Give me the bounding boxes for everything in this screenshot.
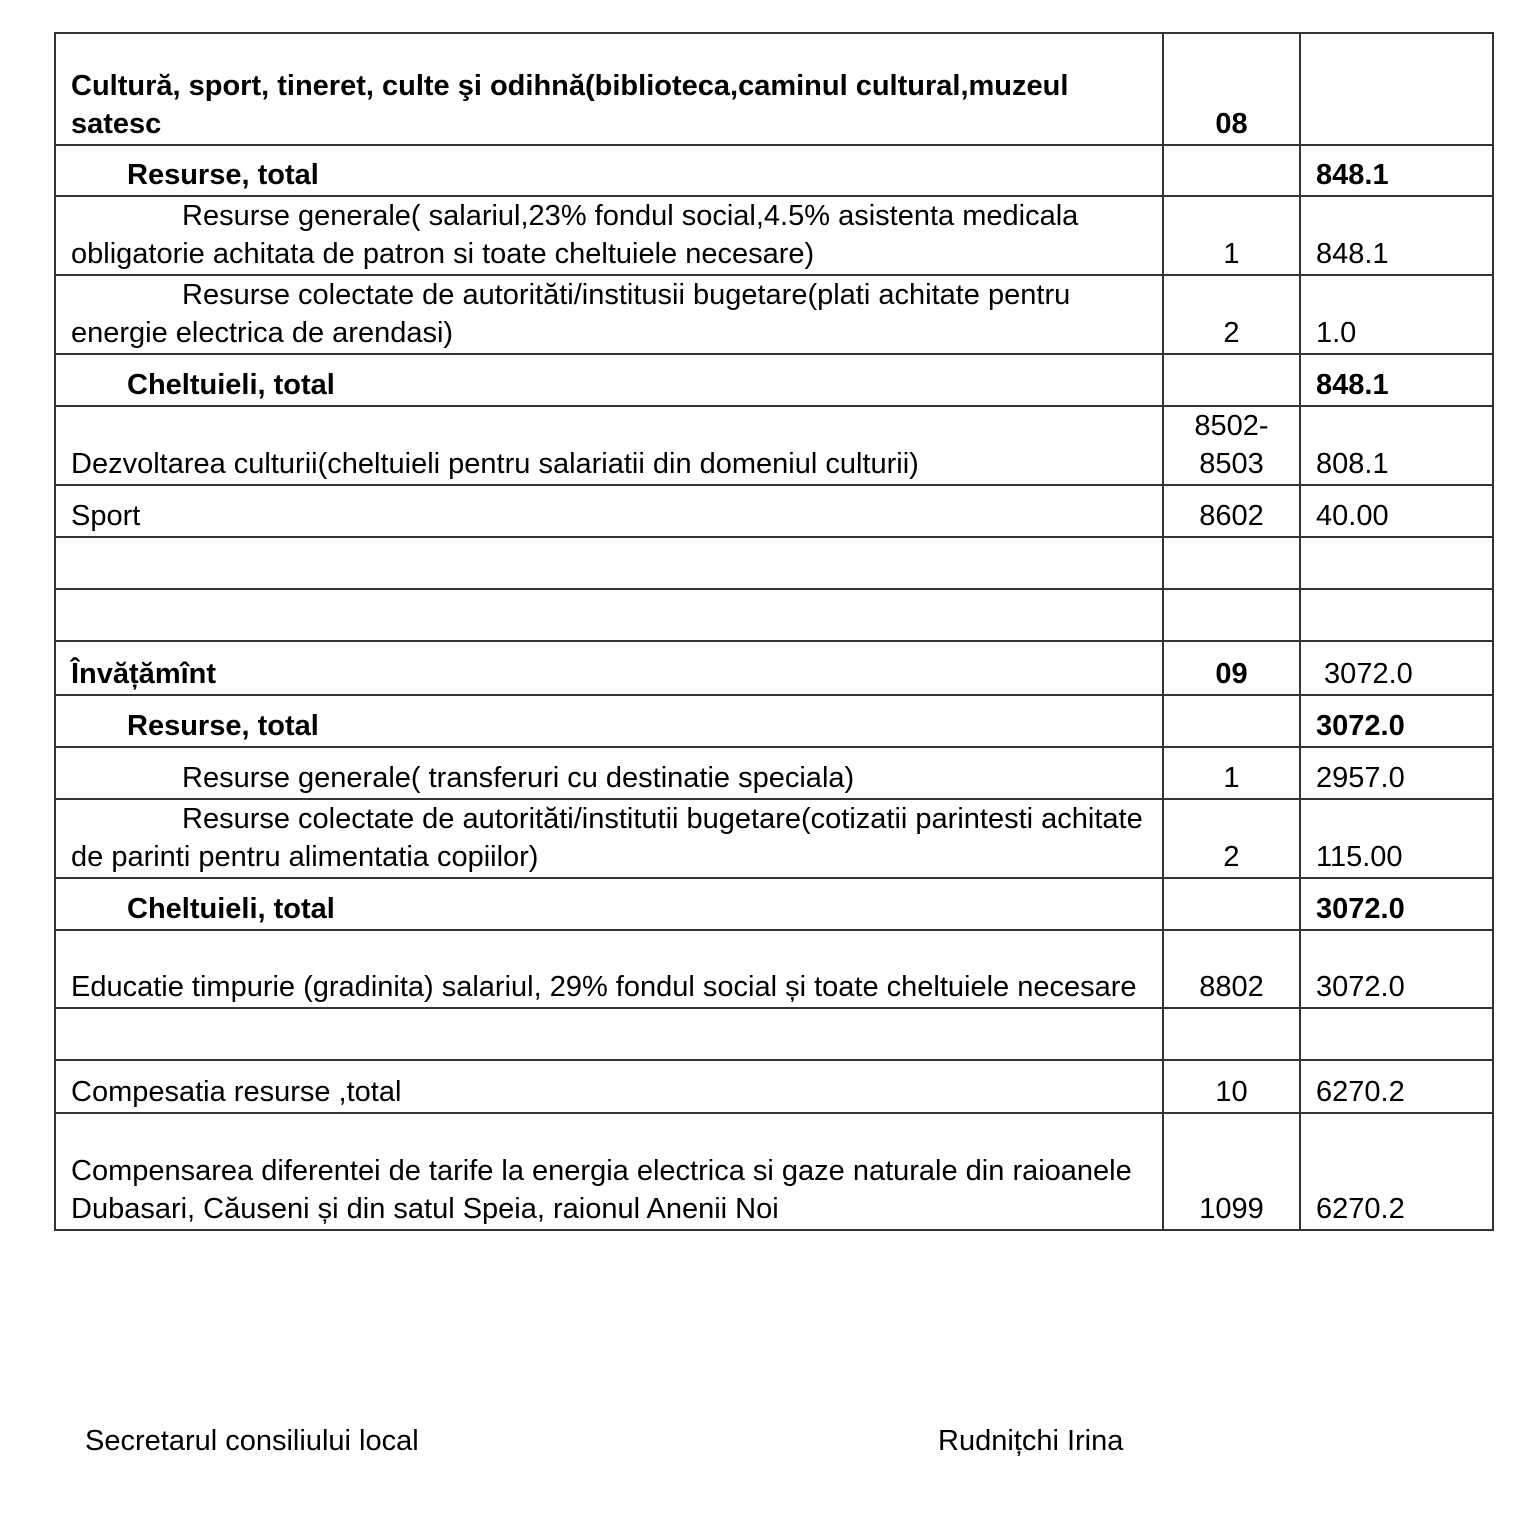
row-code: [1162, 694, 1301, 748]
row-value: [1299, 32, 1494, 146]
row-label: Învățămînt: [54, 640, 1164, 696]
row-value: 848.1: [1299, 195, 1494, 276]
table-row: Resurse colectate de autorităti/institut…: [54, 798, 1494, 879]
row-code: 1099: [1162, 1112, 1301, 1231]
row-value: [1299, 536, 1494, 590]
row-label: Cheltuieli, total: [54, 353, 1164, 407]
row-label: Resurse, total: [54, 694, 1164, 748]
row-code: [1162, 877, 1301, 931]
row-code: 2: [1162, 274, 1301, 355]
table-row: Compesatia resurse ,total 10 6270.2: [54, 1059, 1494, 1114]
row-code: 10: [1162, 1059, 1301, 1114]
table-row: Învățămînt 09 3072.0: [54, 640, 1494, 696]
table-row: Resurse colectate de autorităti/institus…: [54, 274, 1494, 355]
row-label: Resurse, total: [54, 144, 1164, 197]
table-row: Educatie timpurie (gradinita) salariul, …: [54, 929, 1494, 1009]
row-code: [1162, 353, 1301, 407]
row-label: Cheltuieli, total: [54, 877, 1164, 931]
row-label: Resurse generale( salariul,23% fondul so…: [54, 195, 1164, 276]
table-row: Resurse generale( transferuri cu destina…: [54, 746, 1494, 800]
row-value: 6270.2: [1299, 1059, 1494, 1114]
table-row: [54, 588, 1494, 642]
row-label: Cultură, sport, tineret, culte şi odihnă…: [54, 32, 1164, 146]
row-label: Sport: [54, 484, 1164, 538]
table-row: Sport 8602 40.00: [54, 484, 1494, 538]
row-code: 8802: [1162, 929, 1301, 1009]
row-label: Resurse colectate de autorităti/institut…: [54, 798, 1164, 879]
row-value: [1299, 588, 1494, 642]
row-code: [1162, 536, 1301, 590]
row-label: Compensarea diferentei de tarife la ener…: [54, 1112, 1164, 1231]
row-value: 3072.0: [1299, 694, 1494, 748]
row-label: Dezvoltarea culturii(cheltuieli pentru s…: [54, 405, 1164, 486]
table-row: Compensarea diferentei de tarife la ener…: [54, 1112, 1494, 1231]
table-row: Cultură, sport, tineret, culte şi odihnă…: [54, 32, 1494, 146]
row-code: 2: [1162, 798, 1301, 879]
row-value: 40.00: [1299, 484, 1494, 538]
table-row: [54, 536, 1494, 590]
signature-name: Rudnițchi Irina: [938, 1425, 1124, 1457]
row-label: Resurse colectate de autorităti/institus…: [54, 274, 1164, 355]
row-value: 848.1: [1299, 353, 1494, 407]
row-value: 848.1: [1299, 144, 1494, 197]
row-label: [54, 1007, 1164, 1061]
row-code: [1162, 1007, 1301, 1061]
row-code: [1162, 588, 1301, 642]
row-code: [1162, 144, 1301, 197]
budget-table-body: Cultură, sport, tineret, culte şi odihnă…: [54, 32, 1494, 1231]
row-code: 09: [1162, 640, 1301, 696]
signature-role: Secretarul consiliului local: [85, 1425, 419, 1457]
row-code: 8602: [1162, 484, 1301, 538]
row-value: 3072.0: [1299, 929, 1494, 1009]
row-value: 115.00: [1299, 798, 1494, 879]
table-row: Dezvoltarea culturii(cheltuieli pentru s…: [54, 405, 1494, 486]
row-label: Compesatia resurse ,total: [54, 1059, 1164, 1114]
budget-table: Cultură, sport, tineret, culte şi odihnă…: [54, 32, 1494, 1231]
row-label: Resurse generale( transferuri cu destina…: [54, 746, 1164, 800]
row-label: [54, 536, 1164, 590]
row-code: 8502-8503: [1162, 405, 1301, 486]
row-value: 2957.0: [1299, 746, 1494, 800]
row-value: 808.1: [1299, 405, 1494, 486]
row-code: 1: [1162, 195, 1301, 276]
row-label: [54, 588, 1164, 642]
table-row: Resurse, total 3072.0: [54, 694, 1494, 748]
row-code: 1: [1162, 746, 1301, 800]
table-row: [54, 1007, 1494, 1061]
row-value: 1.0: [1299, 274, 1494, 355]
row-label: Educatie timpurie (gradinita) salariul, …: [54, 929, 1164, 1009]
row-value: [1299, 1007, 1494, 1061]
row-code: 08: [1162, 32, 1301, 146]
row-value: 3072.0: [1299, 877, 1494, 931]
row-value: 3072.0: [1299, 640, 1494, 696]
row-value: 6270.2: [1299, 1112, 1494, 1231]
table-row: Cheltuieli, total 848.1: [54, 353, 1494, 407]
table-row: Resurse, total 848.1: [54, 144, 1494, 197]
table-row: Resurse generale( salariul,23% fondul so…: [54, 195, 1494, 276]
table-row: Cheltuieli, total 3072.0: [54, 877, 1494, 931]
